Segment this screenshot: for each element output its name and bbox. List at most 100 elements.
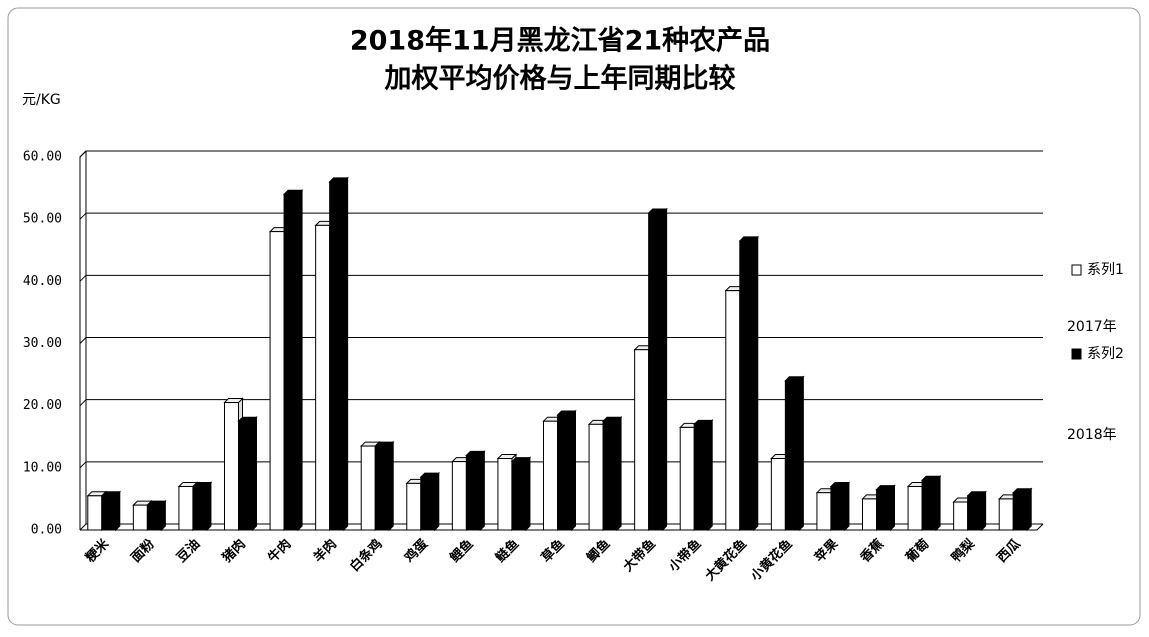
bar-front <box>588 423 604 531</box>
floor <box>80 523 1044 531</box>
bar-top <box>784 376 805 382</box>
bar-top <box>282 189 304 195</box>
bar-side <box>1026 487 1032 532</box>
bar-side <box>662 207 668 532</box>
bar-front <box>921 479 937 531</box>
bar-front <box>420 476 436 531</box>
bar-front <box>497 458 513 531</box>
bar-side <box>981 490 987 532</box>
bar-side <box>434 471 440 532</box>
grid-seg <box>79 150 87 158</box>
bar-top <box>100 491 121 497</box>
grid-seg <box>79 399 87 407</box>
bar-front <box>679 426 695 531</box>
bar-side <box>343 176 349 532</box>
bar-front <box>406 482 422 531</box>
bar-front <box>543 420 558 531</box>
grid-seg <box>79 461 87 469</box>
bar-front <box>283 193 299 531</box>
bar-side <box>388 440 394 532</box>
bar <box>829 481 851 532</box>
bar-front <box>557 414 572 531</box>
bar-front <box>998 498 1014 531</box>
bar <box>875 484 896 532</box>
grid-line <box>79 399 1043 407</box>
bar-top <box>223 398 244 404</box>
bar <box>738 235 759 532</box>
bar-top <box>601 416 623 422</box>
bar-front <box>192 485 208 531</box>
bar <box>510 456 532 532</box>
bar-top <box>328 177 349 183</box>
bar-front <box>770 458 786 531</box>
bar-front <box>101 495 117 531</box>
bar-side <box>707 419 713 532</box>
bar-front <box>132 504 148 531</box>
bar <box>1012 487 1033 532</box>
legend-swatch <box>1071 348 1082 360</box>
grid-line <box>79 212 1043 220</box>
bar <box>556 409 577 532</box>
bar-front <box>602 420 618 531</box>
legend-swatch <box>1071 264 1082 276</box>
bar-side <box>297 189 303 532</box>
bar-front <box>1012 492 1028 531</box>
bar-front <box>634 349 650 531</box>
legend-note: 2018年 <box>1067 427 1117 443</box>
y-axis-label: 元/KG <box>22 92 61 108</box>
bar-top <box>374 441 395 447</box>
bar <box>100 490 121 532</box>
bar-side <box>206 481 212 532</box>
bar-side <box>890 484 895 532</box>
grid-seg <box>79 523 87 531</box>
bar-side <box>616 416 622 532</box>
bar-front <box>693 423 709 531</box>
bar <box>784 375 805 532</box>
legend-label: 系列1 <box>1087 262 1124 278</box>
bar-top <box>647 208 668 214</box>
bar-front <box>725 290 741 531</box>
bar <box>465 450 486 532</box>
bar-front <box>224 402 239 531</box>
bar-side <box>115 490 121 532</box>
bar-front <box>238 420 253 531</box>
bar-front <box>465 454 481 531</box>
bar-front <box>739 240 755 531</box>
bar-top <box>510 457 532 463</box>
bar <box>328 176 349 532</box>
legend-note: 2017年 <box>1067 319 1117 335</box>
chart-title: 2018年11月黑龙江省21种农产品 <box>350 25 770 57</box>
bar-top <box>419 472 440 478</box>
bar-side <box>252 416 257 532</box>
bar <box>191 481 213 532</box>
grid-line <box>79 337 1043 344</box>
bar-front <box>816 492 832 531</box>
bar <box>237 416 258 532</box>
bar-side <box>798 375 804 532</box>
bar-side <box>753 235 759 532</box>
bar-front <box>784 380 800 531</box>
grid-line <box>79 274 1043 282</box>
bar-front <box>876 489 891 531</box>
bar-top <box>966 491 987 497</box>
bar-front <box>953 501 969 531</box>
bar-top <box>146 500 167 506</box>
bar-top <box>237 416 258 422</box>
bar-front <box>360 445 376 531</box>
bar <box>374 440 395 532</box>
bar-top <box>1012 488 1033 494</box>
bar-front <box>862 498 877 531</box>
bar-side <box>479 450 485 532</box>
bar-top <box>738 236 759 242</box>
bar <box>647 207 668 532</box>
bar <box>419 471 440 532</box>
y-tick-label: 40.00 <box>23 274 62 289</box>
bar-front <box>511 461 527 531</box>
bar-top <box>920 475 942 481</box>
chart-border <box>7 7 1141 626</box>
y-tick-label: 30.00 <box>23 336 62 351</box>
bar <box>966 490 987 532</box>
y-tick-label: 60.00 <box>23 150 62 165</box>
bar-front <box>269 231 285 531</box>
legend-label: 系列2 <box>1087 346 1124 362</box>
